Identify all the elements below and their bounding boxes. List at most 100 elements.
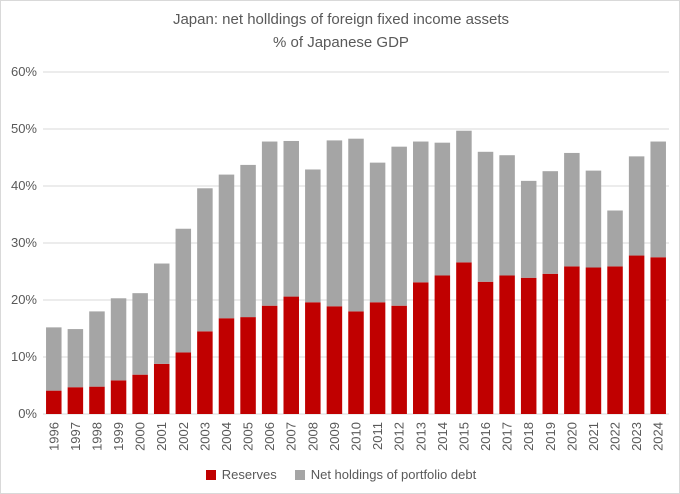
bar-reserves [283,296,299,414]
bar-portfolio-debt [283,140,299,297]
bar-portfolio-debt [240,164,256,318]
chart-title: Japan: net holldings of foreign fixed in… [172,11,510,28]
y-tick-label: 0% [18,406,37,421]
x-tick-label: 2011 [370,422,385,450]
x-tick-label: 2007 [284,422,299,451]
bar-reserves [240,317,256,414]
bar-portfolio-debt [89,311,105,387]
bar-reserves [542,273,559,414]
x-tick-label: 2008 [305,422,320,451]
bar-reserves [477,281,494,414]
bar-portfolio-debt [499,155,515,276]
bar-portfolio-debt [132,293,148,375]
x-tick-label: 2013 [413,422,428,451]
bar-portfolio-debt [46,327,62,391]
bar-reserves [46,390,62,414]
x-tick-label: 2006 [262,422,277,451]
legend-label-portfolio-debt: Net holdings of portfolio debt [310,467,477,482]
bar-portfolio-debt [326,140,343,307]
y-tick-label: 10% [11,349,37,364]
x-tick-label: 2018 [521,422,536,451]
x-tick-label: 2022 [608,422,623,451]
bar-portfolio-debt [67,329,84,388]
bar-reserves [110,380,127,414]
x-tick-label: 2002 [176,422,191,451]
y-tick-label: 60% [11,64,37,79]
bar-portfolio-debt [434,142,451,276]
bar-portfolio-debt [197,188,213,332]
bar-reserves [326,306,343,414]
legend-swatch-portfolio-debt [294,469,305,480]
x-tick-label: 1996 [46,422,61,451]
bar-reserves [434,275,451,414]
bar-reserves [520,277,537,414]
x-tick-label: 2017 [500,422,515,451]
x-tick-label: 2003 [197,422,212,451]
bar-portfolio-debt [456,130,472,263]
y-tick-label: 20% [11,292,37,307]
x-tick-label: 2020 [564,422,579,451]
y-tick-label: 40% [11,178,37,193]
bar-reserves [650,257,666,414]
bar-reserves [585,267,602,414]
legend: Reserves Net holdings of portfolio debt [1,467,679,482]
x-tick-label: 2010 [349,422,364,451]
bar-portfolio-debt [477,151,494,282]
x-tick-label: 2012 [392,422,407,451]
bar-reserves [67,387,84,414]
bar-reserves [132,374,148,414]
legend-item-reserves: Reserves [205,467,277,482]
legend-item-portfolio-debt: Net holdings of portfolio debt [294,467,477,482]
bar-portfolio-debt [218,174,235,319]
bar-reserves [499,275,515,414]
bar-reserves [413,282,429,414]
bar-reserves [153,363,170,414]
bar-reserves [348,311,364,414]
legend-label-reserves: Reserves [221,467,277,482]
x-tick-label: 2004 [219,422,234,451]
bar-reserves [607,266,623,414]
x-tick-label: 2014 [435,422,450,451]
x-tick-label: 1999 [111,422,126,451]
x-tick-label: 2023 [629,422,644,451]
bar-reserves [369,302,386,414]
bar-reserves [391,305,407,414]
x-tick-label: 2019 [543,422,558,451]
bar-portfolio-debt [110,298,127,381]
bar-reserves [628,255,645,414]
x-tick-label: 1997 [68,422,83,451]
bar-reserves [218,318,235,414]
x-tick-label: 2015 [456,422,471,451]
bar-reserves [175,352,192,414]
y-tick-label: 30% [11,235,37,250]
legend-swatch-reserves [205,469,216,480]
bar-portfolio-debt [391,146,407,306]
x-tick-label: 1998 [89,422,104,451]
bar-reserves [197,331,213,414]
bar-portfolio-debt [607,210,623,267]
x-tick-label: 2005 [241,422,256,451]
x-tick-label: 2009 [327,422,342,451]
bar-reserves [89,386,105,414]
x-tick-label: 2024 [651,422,666,451]
bar-reserves [261,305,278,414]
x-tick-label: 2016 [478,422,493,451]
bar-reserves [456,262,472,414]
chart-subtitle: % of Japanese GDP [273,34,409,51]
y-tick-label: 50% [11,121,37,136]
bar-portfolio-debt [585,170,602,268]
bar-portfolio-debt [542,171,559,274]
x-tick-label: 2000 [133,422,148,451]
bar-portfolio-debt [650,141,666,258]
bar-portfolio-debt [175,228,192,353]
bar-portfolio-debt [520,180,537,278]
x-tick-label: 2021 [586,422,601,451]
bar-portfolio-debt [413,141,429,283]
x-tick-label: 2001 [154,422,169,451]
bar-portfolio-debt [305,169,321,303]
bar-portfolio-debt [261,141,278,306]
bar-portfolio-debt [348,138,364,312]
bar-portfolio-debt [628,156,645,256]
